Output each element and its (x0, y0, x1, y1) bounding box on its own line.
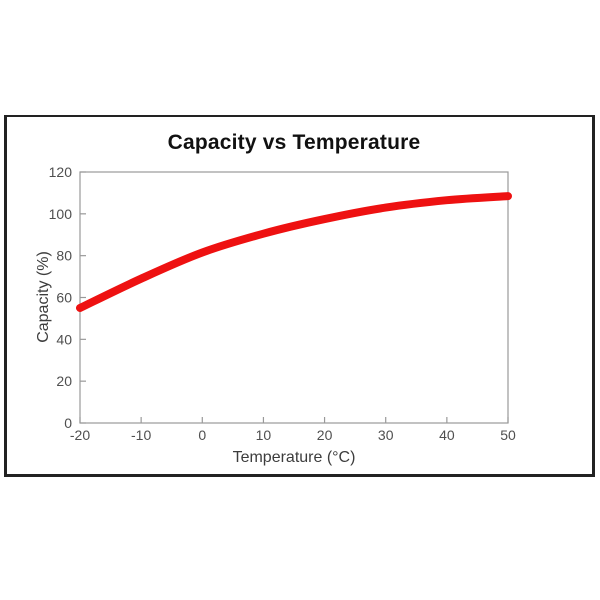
y-axis-title: Capacity (%) (35, 251, 52, 343)
x-tick-label: -10 (131, 427, 151, 443)
x-tick-label: -20 (70, 427, 90, 443)
y-tick-label: 100 (49, 206, 73, 222)
x-tick-label: 0 (198, 427, 206, 443)
y-tick-label: 20 (56, 373, 72, 389)
x-axis-title: Temperature (°C) (232, 449, 356, 466)
x-tick-label: 20 (317, 427, 333, 443)
x-tick-label: 40 (439, 427, 455, 443)
y-tick-label: 80 (56, 248, 72, 264)
capacity-curve (76, 192, 512, 312)
x-tick-label: 50 (500, 427, 516, 443)
y-tick-label: 40 (56, 331, 72, 347)
y-tick-label: 120 (49, 164, 73, 180)
plot-box (79, 171, 509, 424)
x-tick-label: 10 (256, 427, 272, 443)
y-tick-label: 60 (56, 290, 72, 306)
x-tick-label: 30 (378, 427, 394, 443)
chart-title: Capacity vs Temperature (167, 131, 421, 154)
y-tick-label: 0 (64, 415, 72, 431)
